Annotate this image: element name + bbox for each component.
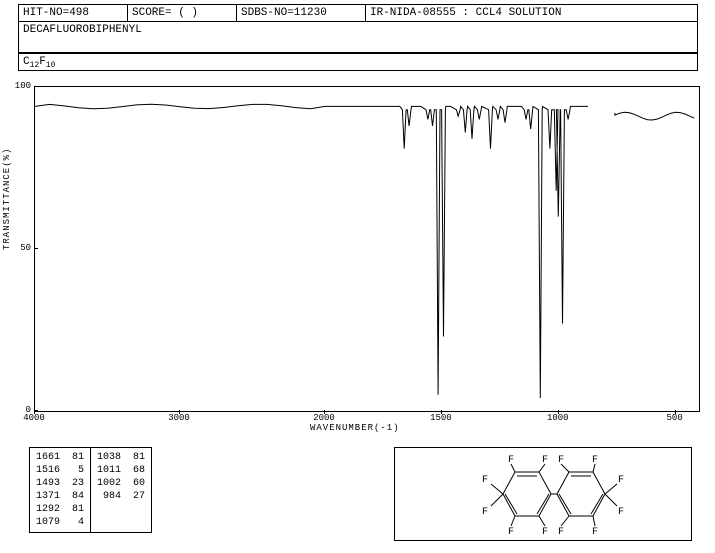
svg-text:F: F <box>508 527 514 538</box>
formula-f-sub: 10 <box>46 61 56 70</box>
x-tick-label: 2000 <box>304 413 344 423</box>
header-row-2: DECAFLUOROBIPHENYL <box>19 22 697 53</box>
y-axis-label: TRANSMITTANCE(%) <box>2 148 12 250</box>
compound-cell: DECAFLUOROBIPHENYL <box>19 22 697 38</box>
x-tick-label: 1500 <box>421 413 461 423</box>
header-box: HIT-NO=498 SCORE= ( ) SDBS-NO=11230 IR-N… <box>18 4 698 71</box>
header-row-1: HIT-NO=498 SCORE= ( ) SDBS-NO=11230 IR-N… <box>19 5 697 22</box>
y-tick-label: 50 <box>11 243 31 253</box>
svg-text:F: F <box>558 527 564 538</box>
spectrum-chart <box>34 86 700 412</box>
peak-col-1: 1661 811516 51493 231371 841292 811079 4 <box>30 448 91 532</box>
formula-row: C12F10 <box>19 53 697 70</box>
y-tick-label: 100 <box>11 81 31 91</box>
svg-text:F: F <box>482 507 488 518</box>
spectrum-line <box>35 87 699 411</box>
x-tick-label: 3000 <box>159 413 199 423</box>
svg-text:F: F <box>592 455 598 466</box>
x-axis-label: WAVENUMBER(-1) <box>310 423 400 433</box>
svg-text:F: F <box>542 527 548 538</box>
sdbs-cell: SDBS-NO=11230 <box>237 5 366 21</box>
svg-text:F: F <box>618 507 624 518</box>
formula-c: C <box>23 56 30 68</box>
peak-col-2: 1038 811011 681002 60 984 27 <box>91 448 151 532</box>
score-cell: SCORE= ( ) <box>128 5 237 21</box>
x-tick-label: 4000 <box>14 413 54 423</box>
svg-text:F: F <box>618 475 624 486</box>
svg-text:F: F <box>508 455 514 466</box>
structure-svg: FFFFFFFFFFFF <box>395 448 691 540</box>
formula-c-sub: 12 <box>30 61 40 70</box>
svg-text:F: F <box>542 455 548 466</box>
hit-no-cell: HIT-NO=498 <box>19 5 128 21</box>
peak-table: 1661 811516 51493 231371 841292 811079 4… <box>29 447 152 533</box>
formula-f: F <box>39 56 46 68</box>
x-tick-label: 1000 <box>538 413 578 423</box>
svg-text:F: F <box>558 455 564 466</box>
structure-box: FFFFFFFFFFFF <box>394 447 692 541</box>
svg-text:F: F <box>482 475 488 486</box>
x-tick-label: 500 <box>655 413 695 423</box>
ir-info-cell: IR-NIDA-08555 : CCL4 SOLUTION <box>366 5 697 21</box>
svg-text:F: F <box>592 527 598 538</box>
